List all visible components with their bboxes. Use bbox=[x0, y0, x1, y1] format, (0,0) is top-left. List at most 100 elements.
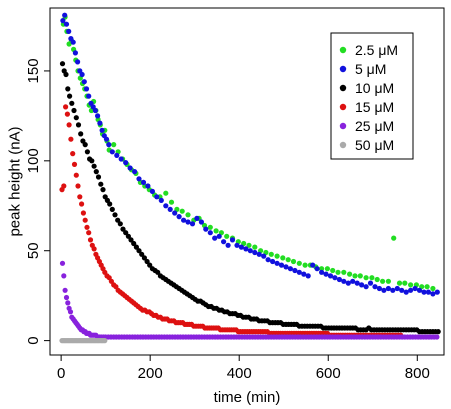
series-5 bbox=[59, 338, 108, 344]
data-point bbox=[109, 149, 115, 155]
legend-label: 25 μM bbox=[355, 118, 394, 134]
data-point bbox=[97, 120, 103, 126]
data-point bbox=[59, 260, 66, 266]
legend-label: 15 μM bbox=[355, 99, 394, 115]
data-point bbox=[335, 269, 341, 275]
data-point bbox=[285, 257, 291, 263]
data-point bbox=[336, 276, 342, 283]
data-point bbox=[363, 284, 369, 290]
axes: 0 200 400 600 800 0 50 100 150 bbox=[25, 58, 430, 382]
data-point bbox=[144, 258, 150, 265]
data-point bbox=[185, 219, 191, 225]
data-point bbox=[229, 237, 236, 243]
data-point bbox=[78, 131, 84, 137]
data-point bbox=[252, 249, 258, 256]
data-point bbox=[75, 122, 82, 128]
data-point bbox=[167, 206, 173, 212]
data-point bbox=[95, 113, 101, 119]
data-point bbox=[390, 287, 396, 293]
data-point bbox=[234, 242, 240, 248]
data-point bbox=[93, 169, 99, 175]
data-point bbox=[290, 258, 297, 265]
data-point bbox=[133, 244, 139, 250]
legend-label: 5 μM bbox=[355, 61, 386, 77]
data-point bbox=[155, 269, 161, 275]
y-tick-label: 0 bbox=[25, 336, 42, 344]
data-point bbox=[147, 262, 153, 268]
data-point bbox=[61, 273, 67, 279]
data-point bbox=[412, 285, 418, 292]
data-point bbox=[114, 152, 120, 158]
y-axis-title: peak height (nA) bbox=[6, 126, 23, 236]
x-tick-label: 0 bbox=[57, 365, 65, 382]
data-point bbox=[84, 224, 90, 230]
data-point bbox=[59, 61, 66, 67]
data-point bbox=[128, 237, 134, 243]
y-tick-label: 100 bbox=[25, 148, 42, 173]
data-point bbox=[86, 93, 92, 99]
legend-marker bbox=[339, 141, 347, 149]
legend-marker bbox=[339, 103, 347, 111]
data-point bbox=[179, 208, 185, 214]
data-point bbox=[120, 226, 126, 232]
data-point bbox=[63, 71, 69, 78]
data-point bbox=[125, 233, 131, 239]
data-point bbox=[176, 214, 182, 220]
data-point bbox=[221, 239, 227, 245]
data-point bbox=[102, 338, 108, 344]
data-point bbox=[79, 201, 85, 207]
data-point bbox=[274, 253, 280, 259]
data-point bbox=[367, 280, 374, 286]
data-point bbox=[111, 142, 117, 148]
data-point bbox=[332, 275, 338, 281]
data-point bbox=[310, 262, 316, 268]
data-point bbox=[207, 230, 213, 236]
data-point bbox=[345, 280, 351, 286]
data-point bbox=[374, 276, 380, 283]
x-axis-title: time (min) bbox=[214, 389, 281, 406]
data-point bbox=[79, 71, 85, 78]
data-point bbox=[435, 329, 441, 335]
data-point bbox=[359, 282, 365, 288]
legend-box bbox=[330, 32, 414, 160]
data-point bbox=[62, 12, 68, 18]
data-point bbox=[71, 161, 78, 167]
data-point bbox=[63, 21, 70, 27]
data-point bbox=[296, 260, 302, 266]
data-point bbox=[84, 149, 90, 155]
data-point bbox=[63, 104, 69, 110]
data-point bbox=[216, 233, 222, 239]
data-point bbox=[203, 226, 209, 232]
data-point bbox=[91, 246, 97, 252]
data-point bbox=[61, 183, 67, 189]
data-point bbox=[256, 251, 262, 257]
data-point bbox=[324, 266, 330, 272]
data-point bbox=[81, 79, 87, 85]
data-point bbox=[60, 18, 66, 24]
data-point bbox=[394, 285, 400, 292]
data-point bbox=[86, 230, 92, 236]
x-tick-label: 200 bbox=[138, 365, 163, 382]
data-point bbox=[314, 266, 320, 272]
data-point bbox=[425, 289, 431, 295]
data-point bbox=[391, 235, 397, 241]
data-point bbox=[65, 86, 71, 92]
data-point bbox=[87, 237, 94, 243]
data-point bbox=[305, 273, 311, 279]
data-point bbox=[301, 271, 307, 277]
data-point bbox=[341, 269, 347, 275]
data-point bbox=[89, 158, 95, 164]
data-point bbox=[399, 287, 405, 293]
data-point bbox=[416, 287, 423, 293]
data-point bbox=[112, 212, 118, 218]
legend: 2.5 μM 5 μM 10 μM 15 μM 25 μM 50 μM bbox=[330, 32, 414, 160]
data-point bbox=[225, 242, 231, 248]
data-point bbox=[136, 248, 142, 254]
data-point bbox=[98, 181, 104, 187]
data-point bbox=[149, 188, 155, 194]
data-point bbox=[75, 59, 81, 65]
data-point bbox=[376, 285, 382, 292]
data-point bbox=[115, 217, 121, 223]
y-tick-label: 50 bbox=[25, 242, 42, 259]
data-point bbox=[402, 280, 408, 286]
